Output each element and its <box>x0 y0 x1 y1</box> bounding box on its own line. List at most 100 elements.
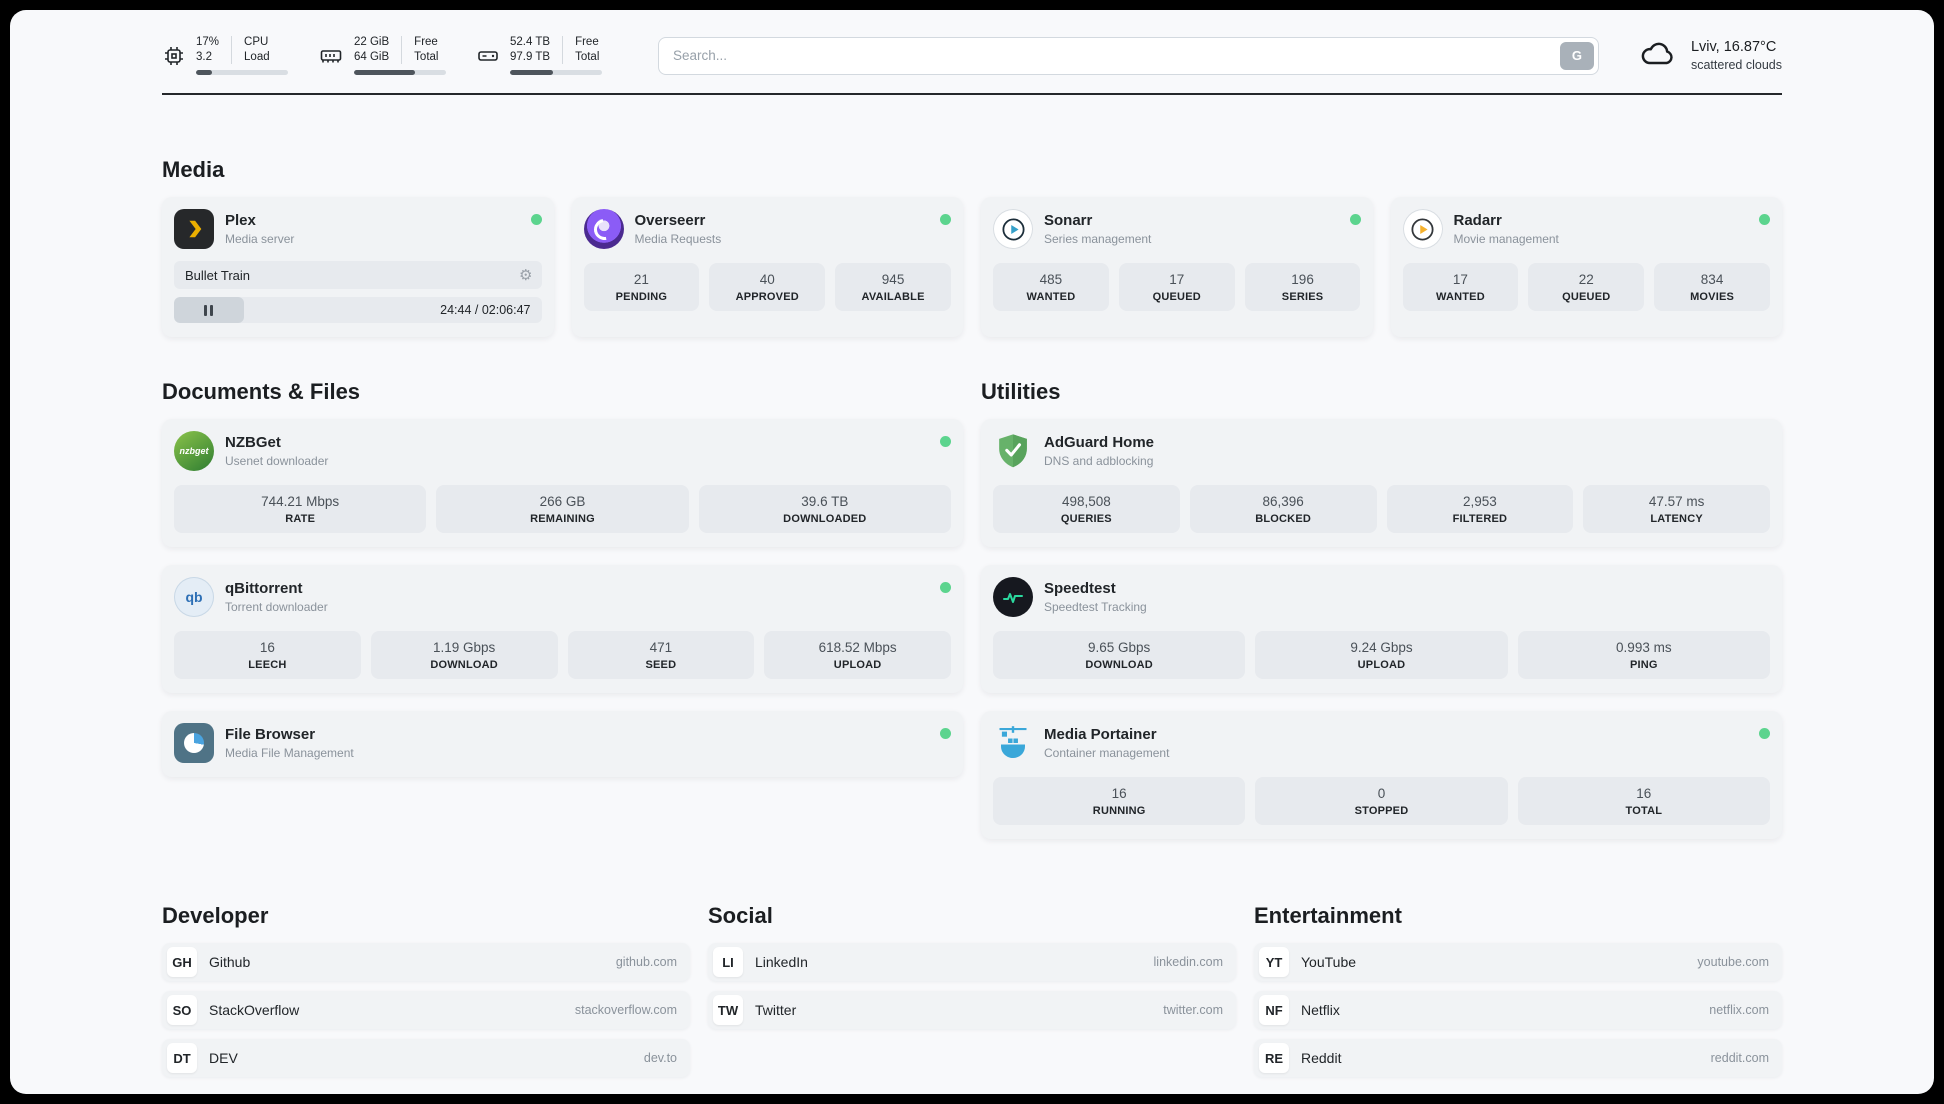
section-entertainment: Entertainment YT YouTube youtube.com NF … <box>1254 903 1782 1087</box>
bookmark-url: dev.to <box>643 1051 677 1065</box>
app-card-qbittorrent: qb qBittorrent Torrent downloader 16 LEE… <box>162 565 963 693</box>
section-title-documents: Documents & Files <box>162 379 361 404</box>
search-engine-button[interactable]: G <box>1559 41 1594 70</box>
section-developer: Developer GH Github github.com SO StackO… <box>162 903 690 1087</box>
stat-chip: 17 WANTED <box>1402 263 1519 311</box>
app-name: Radarr <box>1453 212 1502 229</box>
bookmark-stackoverflow[interactable]: SO StackOverflow stackoverflow.com <box>162 991 690 1029</box>
section-title-utilities: Utilities <box>981 379 1061 404</box>
now-playing-title: Bullet Train <box>185 267 251 283</box>
bookmark-youtube[interactable]: YT YouTube youtube.com <box>1254 943 1782 981</box>
app-link-nzbget[interactable]: nzbget NZBGet Usenet downloader <box>174 431 951 471</box>
app-name: File Browser <box>225 726 316 743</box>
cpu-percent: 17% <box>196 36 220 48</box>
memory-icon <box>318 44 344 68</box>
stat-chip: 834 MOVIES <box>1654 263 1770 311</box>
storage-values: 52.4 TB 97.9 TB <box>510 36 550 64</box>
bookmark-url: linkedin.com <box>1153 955 1223 969</box>
app-subtitle: Series management <box>1044 232 1152 246</box>
bookmark-name: Reddit <box>1301 1050 1342 1066</box>
cpu-progress-fill <box>196 70 212 75</box>
app-subtitle: Torrent downloader <box>225 600 328 614</box>
stat-chip: 16 LEECH <box>174 631 361 679</box>
qbittorrent-icon: qb <box>174 577 214 617</box>
app-subtitle: Speedtest Tracking <box>1044 600 1147 614</box>
status-dot <box>940 728 951 739</box>
bookmark-twitter[interactable]: TW Twitter twitter.com <box>708 991 1236 1029</box>
bookmark-name: LinkedIn <box>755 954 808 970</box>
bookmark-url: netflix.com <box>1709 1003 1769 1017</box>
section-documents: Documents & Files nzbget NZBGet Usenet d… <box>162 379 963 839</box>
memory-label-bottom: Total <box>414 51 439 63</box>
app-link-adguard[interactable]: AdGuard Home DNS and adblocking <box>993 431 1770 471</box>
playback-progress-fill <box>174 297 244 323</box>
app-subtitle: Movie management <box>1453 232 1559 246</box>
reddit-tile-icon: RE <box>1259 1043 1289 1073</box>
status-dot <box>530 214 542 225</box>
bookmark-url: youtube.com <box>1697 955 1769 969</box>
bookmark-name: Github <box>209 954 251 970</box>
weather-condition: scattered clouds <box>1690 58 1782 72</box>
app-card-sonarr: Sonarr Series management 485 WANTED 17 Q… <box>981 197 1373 337</box>
nzbget-icon: nzbget <box>174 431 214 471</box>
netflix-tile-icon: NF <box>1259 995 1289 1025</box>
status-dot <box>1759 728 1770 739</box>
status-dot <box>940 436 951 447</box>
section-social: Social LI LinkedIn linkedin.com TW Twitt… <box>708 903 1236 1087</box>
radarr-icon <box>1402 209 1443 249</box>
app-link-radarr[interactable]: Radarr Movie management <box>1402 209 1770 249</box>
stat-chip: 471 SEED <box>567 631 755 679</box>
app-link-qbittorrent[interactable]: qb qBittorrent Torrent downloader <box>174 577 951 617</box>
bookmark-github[interactable]: GH Github github.com <box>162 943 690 981</box>
bookmark-reddit[interactable]: RE Reddit reddit.com <box>1254 1039 1782 1077</box>
app-link-sonarr[interactable]: Sonarr Series management <box>993 209 1361 249</box>
stat-chip: 945 AVAILABLE <box>835 263 951 311</box>
cpu-progress-bar <box>196 70 288 75</box>
app-subtitle: Media server <box>225 232 295 246</box>
app-card-radarr: Radarr Movie management 17 WANTED 22 QUE… <box>1390 197 1782 337</box>
bookmark-linkedin[interactable]: LI LinkedIn linkedin.com <box>708 943 1236 981</box>
section-utilities: Utilities AdGuard Home <box>981 379 1782 839</box>
storage-progress-bar <box>510 70 602 75</box>
app-link-speedtest[interactable]: Speedtest Speedtest Tracking <box>993 577 1770 617</box>
stat-chip: 39.6 TB DOWNLOADED <box>698 485 951 533</box>
playback-progress-bar[interactable]: 24:44 / 02:06:47 <box>174 297 542 323</box>
adguard-icon <box>993 431 1033 471</box>
dev-tile-icon: DT <box>167 1043 197 1073</box>
app-name: qBittorrent <box>225 580 303 597</box>
section-media: Media Plex Media server <box>162 157 1782 337</box>
storage-label-bottom: Total <box>575 51 600 63</box>
stat-chip: 9.65 Gbps DOWNLOAD <box>993 631 1246 679</box>
bookmark-name: YouTube <box>1301 954 1357 970</box>
dashboard: 17% 3.2 CPU Load <box>10 10 1934 1094</box>
app-link-filebrowser[interactable]: File Browser Media File Management <box>174 723 951 763</box>
bookmark-netflix[interactable]: NF Netflix netflix.com <box>1254 991 1782 1029</box>
status-dot <box>940 582 951 593</box>
stat-chip: 16 TOTAL <box>1517 777 1770 825</box>
app-subtitle: Media Requests <box>634 232 722 246</box>
stat-chip: 618.52 Mbps UPLOAD <box>764 631 951 679</box>
overseerr-icon <box>583 209 624 249</box>
cpu-icon <box>162 44 186 68</box>
settings-gear-icon[interactable]: ⚙ <box>519 267 533 284</box>
app-link-portainer[interactable]: Media Portainer Container management <box>993 723 1770 763</box>
stat-chip: 47.57 ms LATENCY <box>1583 485 1770 533</box>
memory-labels: Free Total <box>401 36 438 64</box>
status-dot <box>940 214 951 225</box>
bookmark-dev[interactable]: DT DEV dev.to <box>162 1039 690 1077</box>
memory-total: 64 GiB <box>354 51 390 63</box>
memory-free: 22 GiB <box>354 36 390 48</box>
app-link-overseerr[interactable]: Overseerr Media Requests <box>583 209 951 249</box>
app-link-plex[interactable]: Plex Media server <box>174 209 542 249</box>
app-subtitle: Container management <box>1044 746 1170 760</box>
app-card-speedtest: Speedtest Speedtest Tracking 9.65 Gbps D… <box>981 565 1782 693</box>
now-playing-row: Bullet Train ⚙ <box>174 261 542 289</box>
app-name: Overseerr <box>634 212 706 229</box>
app-card-portainer: Media Portainer Container management 16 … <box>981 711 1782 839</box>
memory-label-top: Free <box>414 36 438 48</box>
bookmark-name: Netflix <box>1301 1002 1340 1018</box>
status-dot <box>1349 214 1361 225</box>
sonarr-icon <box>993 209 1033 249</box>
search-input[interactable] <box>658 36 1599 75</box>
cpu-widget: 17% 3.2 CPU Load <box>162 36 288 75</box>
